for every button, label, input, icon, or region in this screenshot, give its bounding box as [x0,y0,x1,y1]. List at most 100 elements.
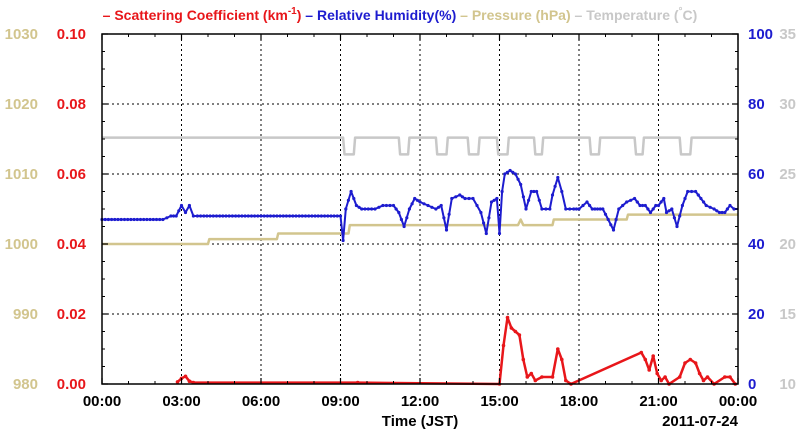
humidity-point [169,214,173,218]
humidity-point [370,207,374,211]
humidity-point [313,214,317,218]
humidity-point [532,189,536,194]
humidity-point [672,216,677,220]
humidity-point [447,212,451,216]
legend-entry: Pressure (hPa) [472,7,571,23]
humidity-point [300,214,304,218]
humidity-point [202,214,206,218]
humidity-point [415,198,419,202]
humidity-point [556,175,560,180]
scattering-point [517,333,522,337]
humidity-point [633,196,637,201]
humidity-point [492,198,496,202]
humidity-point [303,214,308,218]
humidity-point [535,189,539,194]
humidity-point [641,203,645,208]
legend-entry: Scattering Coefficient (km [114,7,287,23]
date-label: 2011-07-24 [662,413,739,430]
humidity-point [278,214,282,218]
humidity-point [497,231,502,236]
humidity-point [195,214,199,218]
humidity-point [110,217,114,222]
humidity-tick-label: 40 [748,236,765,253]
humidity-point [667,209,671,213]
humidity-point [199,214,203,218]
humidity-point [161,217,165,222]
scattering-point [560,357,564,362]
scattering-point [651,354,655,358]
x-tick-label: 06:00 [242,393,280,410]
humidity-point [540,207,544,211]
scattering-point [521,357,526,362]
legend-dash: – [301,7,317,23]
humidity-point [399,217,403,222]
humidity-point [410,202,414,206]
humidity-point [240,214,244,218]
scattering-point [550,375,555,379]
humidity-point [712,207,716,211]
x-tick-label: 15:00 [480,393,518,410]
scattering-point [697,371,702,376]
scattering-point [677,375,682,379]
humidity-point [224,214,228,218]
scattering-point [501,343,506,348]
humidity-point [550,193,555,197]
pressure-tick-label: 1000 [5,236,38,253]
humidity-point [537,198,541,202]
scattering-tick-label: 0.04 [57,236,87,253]
series-temperature [102,136,738,156]
humidity-point [259,214,263,218]
pressure-tick-label: 1010 [5,166,38,183]
humidity-point [732,207,736,211]
scattering-point [728,375,732,379]
humidity-point [654,203,658,208]
humidity-point [444,228,449,232]
humidity-point [516,177,520,181]
humidity-point [609,223,613,227]
humidity-point [363,207,367,211]
humidity-point [458,193,462,197]
humidity-point [191,214,195,218]
humidity-point [503,172,507,176]
x-tick-label: 00:00 [83,393,121,410]
humidity-point [172,214,176,218]
humidity-point [205,214,209,218]
humidity-point [391,203,396,208]
scattering-tick-label: 0.00 [57,376,86,393]
humidity-point [635,200,639,204]
humidity-point [310,214,314,218]
humidity-point [662,196,666,201]
humidity-point [715,209,719,213]
humidity-point [148,217,152,222]
humidity-point [165,216,169,220]
series-scattering [175,315,738,386]
humidity-point [129,217,133,222]
humidity-point [103,217,107,222]
humidity-point [678,214,682,218]
humidity-point [218,214,222,218]
humidity-point [527,198,531,202]
humidity-point [208,214,212,218]
scattering-point [643,357,648,362]
scattering-tick-label: 0.10 [57,26,86,43]
legend-entry-tail: ) [297,7,302,23]
legend-superscript: -1 [288,6,297,17]
humidity-point [373,207,377,211]
legend-entry: Relative Humidity(%) [317,7,456,23]
scattering-point [655,371,659,376]
scattering-point [663,375,667,379]
temperature-tick-label: 15 [779,306,796,323]
humidity-point [450,196,454,201]
scattering-point [187,379,192,384]
humidity-point [702,200,706,204]
humidity-point [187,203,191,208]
humidity-point [332,214,336,218]
humidity-point [690,189,694,194]
humidity-point [227,214,231,218]
legend: – Scattering Coefficient (km-1) – Relati… [103,6,698,23]
humidity-point [629,198,633,202]
x-tick-label: 21:00 [639,393,677,410]
legend-entry: Temperature ( [586,7,679,23]
humidity-point [519,182,523,187]
x-tick-label: 03:00 [162,393,200,410]
